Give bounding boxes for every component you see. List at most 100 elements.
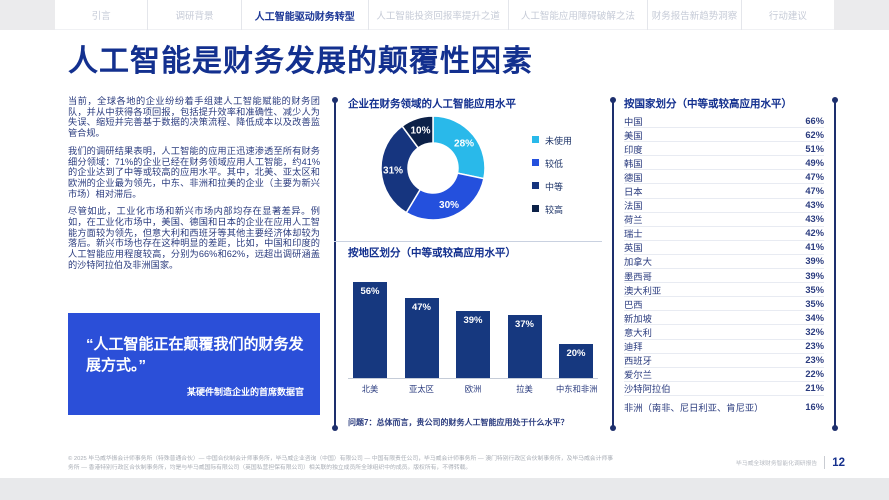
bar-category-label: 欧洲	[464, 384, 482, 394]
nav-tab[interactable]: 人工智能应用障碍破解之法	[507, 0, 648, 30]
country-name: 荷兰	[624, 215, 643, 226]
intro-paragraph-2: 我们的调研结果表明，人工智能的应用正迅速渗透至所有财务细分领域：71%的企业已经…	[68, 145, 320, 199]
copyright-text: © 2025 毕马威华振会计师事务所（特殊普通合伙）— 中国合伙制会计师事务所，…	[68, 456, 613, 471]
country-name: 巴西	[624, 299, 643, 310]
country-value: 35%	[805, 298, 824, 309]
country-row: 澳大利亚 35%	[624, 283, 824, 298]
country-name: 澳大利亚	[624, 285, 662, 296]
accent-line-country-right	[832, 97, 838, 431]
donut-chart-svg: 28% 30% 31% 10%	[380, 115, 486, 221]
bar-column: 20%	[556, 343, 596, 378]
donut-legend: 未使用 较低 中等 较高	[526, 110, 572, 228]
nav-tab[interactable]: 行动建议	[740, 0, 834, 30]
bar-category-axis: 北美 亚太区 欧洲 拉美 中东和非洲	[348, 383, 598, 395]
page-number: 12	[832, 456, 845, 469]
bar-column: 56%	[350, 282, 390, 378]
bottom-band	[0, 478, 889, 500]
country-value: 16%	[805, 401, 824, 412]
country-value: 41%	[805, 242, 824, 253]
quote-box: “人工智能正在颠覆我们的财务发展方式。” 某硬件制造企业的首席数据官	[68, 313, 320, 415]
country-row: 爱尔兰 22%	[624, 368, 824, 382]
nav-tab[interactable]: 人工智能驱动财务转型	[240, 0, 368, 30]
footer-right: 毕马威全球财务智能化调研报告 12	[736, 456, 845, 469]
accent-line-middle	[332, 97, 338, 431]
country-table-title: 按国家划分（中等或较高应用水平）	[624, 98, 792, 110]
country-value: 49%	[805, 157, 824, 168]
nav-tab[interactable]: 财务报告新趋势洞察	[647, 0, 740, 30]
country-value: 51%	[805, 143, 824, 154]
country-name: 瑞士	[624, 229, 643, 240]
bar-category-label: 北美	[361, 384, 379, 394]
country-name: 爱尔兰	[624, 370, 652, 381]
country-value: 66%	[805, 115, 824, 126]
country-value: 39%	[805, 256, 824, 267]
bar-chart-title: 按地区划分（中等或较高应用水平）	[348, 247, 516, 259]
bar-category-label: 拉美	[516, 384, 533, 394]
legend-swatch-icon	[532, 182, 539, 189]
country-row: 印度 51%	[624, 142, 824, 157]
country-value: 39%	[805, 270, 824, 281]
donut-slice-label: 28%	[454, 138, 474, 149]
country-value: 34%	[805, 312, 824, 323]
legend-item: 中等	[532, 180, 572, 193]
donut-slice-label: 10%	[411, 125, 431, 136]
legend-label: 未使用	[545, 136, 573, 146]
bar-拉美: 37%	[507, 314, 542, 378]
charts-column: 企业在财务领域的人工智能应用水平 28% 30% 31% 10% 未使用 较低 中等 较高 …	[332, 96, 602, 436]
nav-tab[interactable]: 人工智能投资回报率提升之道	[367, 0, 508, 30]
bar-value-label: 47%	[411, 301, 431, 313]
country-value: 47%	[805, 171, 824, 182]
bar-chart: 56% 47% 39% 37% 20% 北美 亚太区 欧洲 拉美 中东和非洲	[348, 262, 598, 395]
country-value: 35%	[805, 284, 824, 295]
country-row: 迪拜 23%	[624, 340, 824, 354]
country-row: 荷兰 43%	[624, 213, 824, 227]
legend-swatch-icon	[532, 136, 539, 143]
donut-chart-title: 企业在财务领域的人工智能应用水平	[348, 98, 516, 110]
country-value: 23%	[805, 341, 824, 352]
nav-right-edge	[834, 0, 889, 30]
report-name: 毕马威全球财务智能化调研报告	[736, 461, 818, 467]
country-value: 42%	[805, 228, 824, 239]
bar-value-label: 39%	[463, 315, 483, 327]
survey-question-note: 问题7：总体而言，贵公司的财务人工智能应用处于什么水平？	[348, 418, 569, 427]
country-name: 法国	[624, 201, 643, 212]
bar-plot-area: 56% 47% 39% 37% 20%	[348, 262, 598, 379]
country-table: 中国 66% 美国 62% 印度 51% 韩国 49% 德国 47% 日本 47% 法国 43% 荷兰 43%…	[624, 114, 824, 414]
bar-亚太区: 47%	[404, 297, 439, 378]
page-title: 人工智能是财务发展的颠覆性因素	[68, 45, 533, 78]
donut-slice-label: 30%	[439, 200, 459, 211]
quote-attribution: 某硬件制造企业的首席数据官	[186, 387, 304, 397]
legend-swatch-icon	[532, 205, 539, 212]
quote-text: “人工智能正在颠覆我们的财务发展方式。”	[86, 336, 304, 374]
bar-value-label: 20%	[566, 347, 586, 359]
country-row: 沙特阿拉伯 21%	[624, 382, 824, 396]
country-name: 德国	[624, 172, 643, 183]
legend-label: 较高	[545, 205, 564, 215]
country-row: 英国 41%	[624, 241, 824, 255]
country-name: 印度	[624, 144, 643, 155]
nav-tab[interactable]: 调研背景	[147, 0, 240, 30]
country-row: 中国 66%	[624, 114, 824, 129]
bar-欧洲: 39%	[456, 311, 490, 378]
donut-slice-中等	[380, 125, 422, 214]
country-name: 中国	[624, 116, 643, 127]
bar-value-label: 37%	[514, 318, 534, 330]
country-panel: 按国家划分（中等或较高应用水平） 中国 66% 美国 62% 印度 51% 韩国 49% 德国 4…	[610, 96, 838, 436]
legend-item: 未使用	[532, 134, 572, 147]
bar-北美: 56%	[353, 282, 387, 378]
donut-slice-较低	[405, 172, 485, 221]
legend-label: 中等	[545, 182, 564, 192]
country-value: 43%	[805, 214, 824, 225]
bar-column: 37%	[505, 314, 545, 378]
nav-tab[interactable]: 引言	[91, 11, 111, 22]
country-row: 墨西哥 39%	[624, 269, 824, 284]
top-nav: 引言 调研背景 人工智能驱动财务转型 人工智能投资回报率提升之道 人工智能应用障碍破解之…	[0, 0, 889, 30]
country-value: 62%	[805, 129, 824, 140]
country-row: 非洲（南非、尼日利亚、肯尼亚） 16%	[624, 400, 824, 414]
country-name: 新加坡	[624, 313, 652, 324]
intro-paragraph-3: 尽管如此，工业化市场和新兴市场内部均存在显著差异。例如，在工业化市场中，美国、德…	[68, 206, 320, 270]
country-row: 德国 47%	[624, 170, 824, 185]
country-value: 32%	[805, 326, 824, 337]
country-value: 47%	[805, 186, 824, 197]
